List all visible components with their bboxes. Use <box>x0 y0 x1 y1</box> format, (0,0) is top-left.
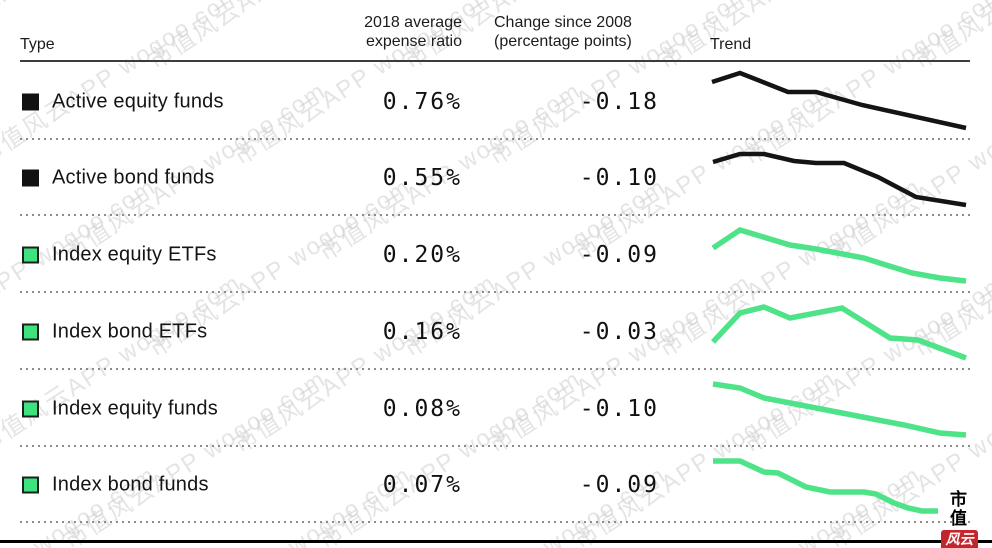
table-row: Index equity funds 0.08% -0.10 <box>20 370 970 447</box>
table-row: Index bond ETFs 0.16% -0.03 <box>20 293 970 370</box>
expense-ratio-value: 0.07% <box>382 472 462 498</box>
column-header-expense-line2: expense ratio <box>365 33 462 50</box>
shizhi-fengyun-logo: 市值 风云 <box>941 491 979 548</box>
change-value: -0.10 <box>579 165 659 191</box>
change-value: -0.03 <box>579 318 659 345</box>
fund-type-label: Index equity funds <box>52 397 218 419</box>
expense-ratio-value: 0.16% <box>382 318 462 345</box>
logo-badge-fengyun: 风云 <box>941 530 978 548</box>
fund-type-marker <box>22 476 39 494</box>
column-header-change: Change since 2008 (percentage points) <box>494 13 664 51</box>
column-header-type: Type <box>20 36 55 53</box>
expense-ratio-value: 0.76% <box>382 88 462 115</box>
expense-ratio-value: 0.08% <box>382 395 462 422</box>
change-value: -0.09 <box>579 472 659 498</box>
column-header-change-line1: Change since 2008 <box>494 14 632 31</box>
change-value: -0.09 <box>579 241 659 268</box>
expense-ratio-value: 0.20% <box>382 241 462 268</box>
fund-type-label: Index bond ETFs <box>52 320 208 342</box>
column-header-expense-ratio: 2018 average expense ratio <box>302 13 462 51</box>
table-row: Index equity ETFs 0.20% -0.09 <box>20 216 970 293</box>
fund-type-marker <box>22 323 39 340</box>
column-header-trend: Trend <box>710 36 752 53</box>
fund-type-marker <box>22 169 39 187</box>
column-header-change-line2: (percentage points) <box>494 33 632 50</box>
fund-type-label: Index bond funds <box>52 473 209 496</box>
change-value: -0.10 <box>579 395 659 422</box>
fund-type-label: Index equity ETFs <box>52 243 217 265</box>
fund-type-label: Active bond funds <box>52 166 215 189</box>
expense-ratio-value: 0.55% <box>382 165 462 191</box>
table-row: Active equity funds 0.76% -0.18 <box>20 63 970 140</box>
bottom-rule <box>0 540 992 543</box>
change-value: -0.18 <box>579 88 659 115</box>
logo-text-shizhi: 市值 <box>950 490 970 529</box>
column-header-expense-line1: 2018 average <box>364 14 462 31</box>
table-row: Active bond funds 0.55% -0.10 <box>20 140 970 216</box>
fund-type-marker <box>22 400 39 417</box>
header-rule <box>20 60 970 62</box>
fund-type-label: Active equity funds <box>52 90 224 112</box>
table-row: Index bond funds 0.07% -0.09 <box>20 447 970 523</box>
fund-type-marker <box>22 93 39 110</box>
fund-type-marker <box>22 246 39 263</box>
